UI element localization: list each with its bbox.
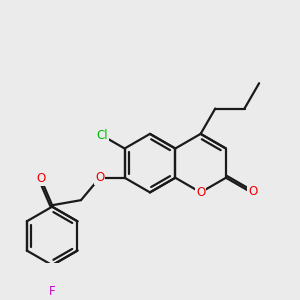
Text: O: O bbox=[36, 172, 46, 185]
Text: O: O bbox=[248, 185, 258, 198]
Text: O: O bbox=[95, 171, 104, 184]
Text: Cl: Cl bbox=[96, 129, 108, 142]
Text: F: F bbox=[49, 285, 56, 298]
Text: O: O bbox=[196, 186, 205, 199]
